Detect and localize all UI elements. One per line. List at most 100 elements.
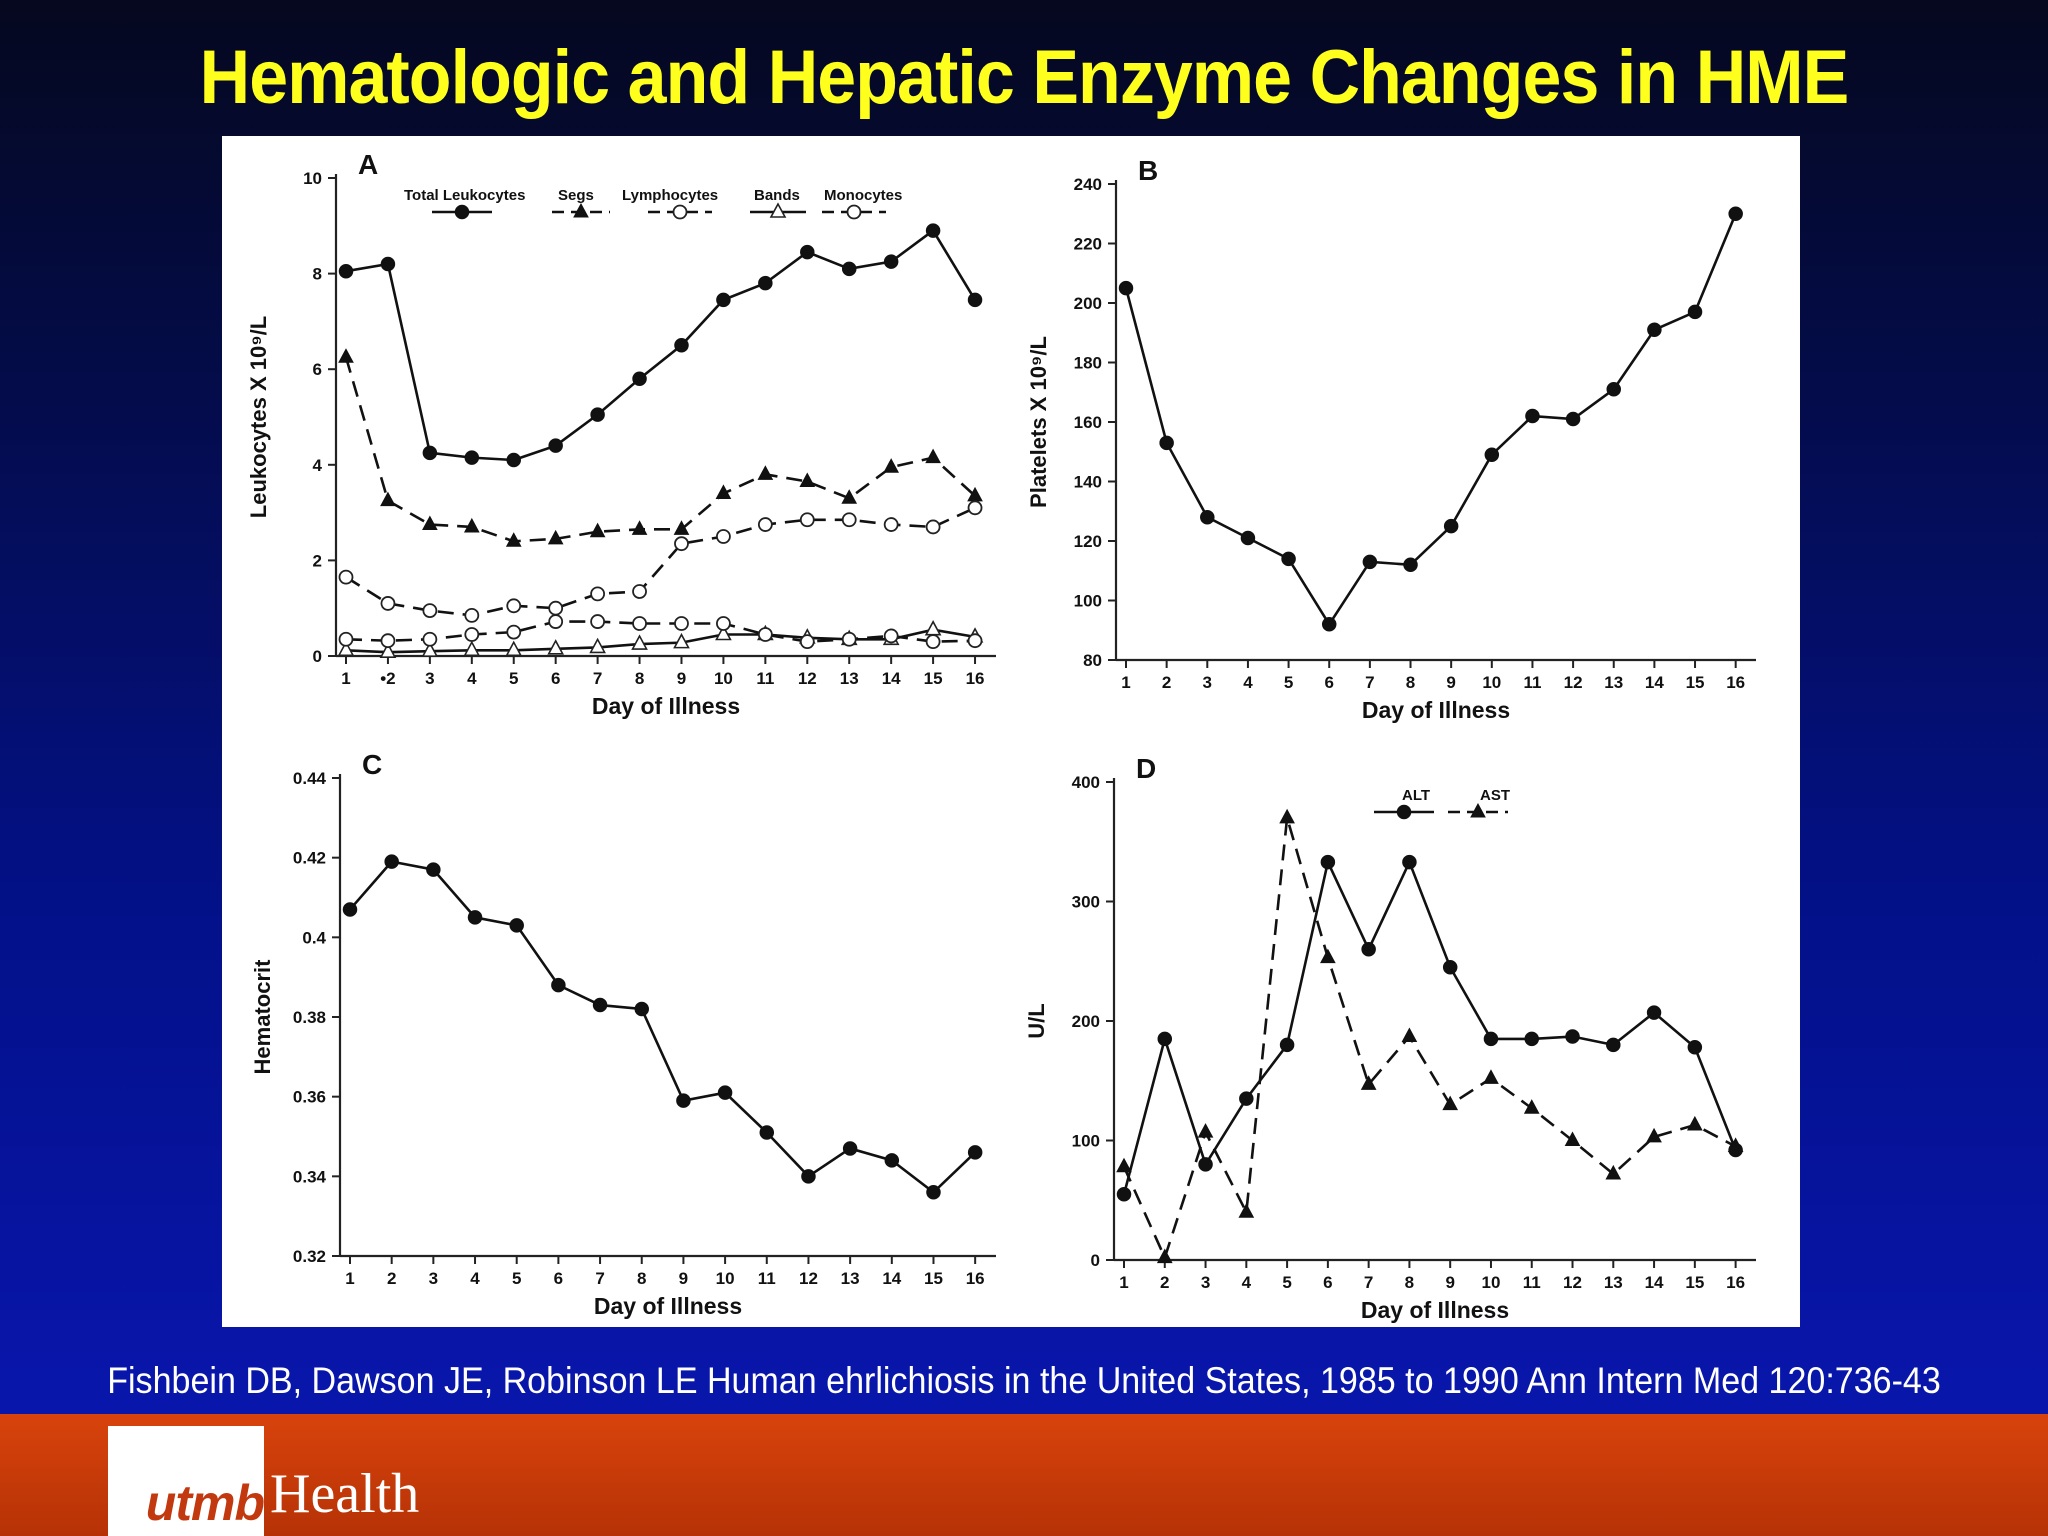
- x-tick-label: 5: [1282, 1273, 1291, 1292]
- data-point: [841, 261, 857, 277]
- data-point: [674, 536, 689, 552]
- data-point: [1321, 617, 1337, 632]
- data-point: [925, 448, 941, 464]
- data-point: [1157, 1031, 1173, 1047]
- data-point: [590, 614, 606, 629]
- data-point: [632, 371, 647, 387]
- data-point: [634, 1001, 649, 1017]
- data-point: [715, 484, 732, 499]
- data-point: [1647, 322, 1662, 338]
- series-line: [345, 228, 977, 462]
- panel-letter: D: [1136, 753, 1156, 784]
- legend-label: Lymphocytes: [622, 187, 718, 204]
- data-point: [883, 254, 899, 269]
- data-point: [632, 584, 647, 599]
- data-point: [548, 438, 563, 453]
- data-point: [799, 634, 815, 650]
- legend-marker: [769, 202, 787, 218]
- x-tick-label: 13: [1604, 1273, 1623, 1292]
- y-axis-title: Platelets X 10⁹/L: [1026, 336, 1051, 508]
- data-point: [426, 862, 441, 877]
- x-tick-label: 8: [1406, 673, 1415, 692]
- x-tick-label: 14: [1645, 1273, 1664, 1292]
- data-point: [547, 529, 564, 545]
- data-point: [716, 529, 731, 544]
- legend-marker: [573, 202, 589, 218]
- data-point: [1687, 1040, 1703, 1055]
- data-point: [1360, 1075, 1377, 1090]
- data-point: [1523, 1099, 1540, 1114]
- series-alt: [1116, 854, 1743, 1202]
- x-axis-title: Day of Illness: [1362, 697, 1510, 723]
- x-tick-label: 14: [882, 669, 901, 688]
- data-point: [1687, 304, 1703, 320]
- data-point: [422, 515, 438, 531]
- y-tick-label: 100: [1072, 1132, 1100, 1151]
- legend-label: Total Leukocytes: [404, 187, 525, 204]
- x-tick-label: 13: [840, 669, 859, 688]
- data-point: [631, 520, 648, 535]
- data-point: [1240, 530, 1256, 546]
- series-monocytes: [338, 614, 983, 650]
- y-tick-label: 200: [1074, 294, 1102, 313]
- data-point: [337, 640, 355, 657]
- y-tick-label: 120: [1074, 532, 1102, 551]
- data-point: [384, 854, 399, 869]
- data-point: [422, 631, 438, 647]
- x-tick-label: 16: [1726, 673, 1745, 692]
- legend-marker: [454, 204, 470, 220]
- data-point: [674, 338, 689, 353]
- series-line: [345, 620, 976, 643]
- y-tick-label: 400: [1072, 773, 1100, 792]
- data-point: [757, 517, 773, 532]
- data-point: [1116, 1157, 1132, 1173]
- data-point: [1320, 948, 1336, 964]
- data-point: [463, 640, 481, 657]
- x-tick-label: 7: [1365, 673, 1374, 692]
- data-point: [757, 465, 774, 480]
- data-point: [380, 633, 396, 649]
- data-point: [338, 631, 354, 647]
- x-tick-label: 13: [1604, 673, 1623, 692]
- y-tick-label: 0.34: [293, 1167, 327, 1186]
- utmb-health-logo[interactable]: utmb Health: [0, 1412, 460, 1536]
- data-point: [342, 902, 358, 917]
- data-point: [715, 624, 732, 641]
- data-point: [509, 918, 524, 933]
- data-point: [841, 631, 857, 647]
- legend-label: ALT: [1402, 787, 1430, 804]
- data-point: [506, 452, 521, 468]
- data-point: [1606, 382, 1621, 397]
- data-point: [967, 500, 983, 516]
- x-tick-label: 2: [387, 1269, 396, 1288]
- data-point: [631, 634, 648, 650]
- x-tick-label: 4: [470, 1269, 480, 1288]
- x-tick-label: 10: [716, 1269, 735, 1288]
- data-point: [884, 1153, 900, 1168]
- data-point: [1727, 1137, 1744, 1152]
- data-point: [757, 627, 773, 642]
- data-point: [1118, 280, 1134, 296]
- data-point: [422, 603, 438, 618]
- data-point: [590, 407, 605, 422]
- series-line: [1122, 858, 1737, 1195]
- data-point: [380, 491, 396, 507]
- x-tick-label: 11: [756, 669, 774, 688]
- y-tick-label: 8: [313, 265, 322, 284]
- x-tick-label: 5: [1284, 673, 1293, 692]
- x-tick-label: 4: [1243, 673, 1253, 692]
- y-tick-label: 80: [1083, 651, 1102, 670]
- data-point: [841, 489, 858, 504]
- x-tick-label: 6: [551, 669, 560, 688]
- y-tick-label: 220: [1074, 235, 1102, 254]
- x-tick-label: 3: [1203, 673, 1212, 692]
- data-point: [674, 616, 689, 631]
- citation: Fishbein DB, Dawson JE, Robinson LE Huma…: [107, 1360, 1941, 1401]
- chart-panel-c: 0.320.340.360.380.40.420.441 2 3 4 5 6 7 8 9 10 11…: [250, 749, 996, 1319]
- x-tick-label: 4: [467, 669, 477, 688]
- data-point: [338, 348, 354, 363]
- logo-box: utmb: [108, 1426, 265, 1536]
- x-tick-label: 6: [1323, 1273, 1332, 1292]
- y-tick-label: 300: [1072, 893, 1100, 912]
- series-segs: [338, 348, 983, 547]
